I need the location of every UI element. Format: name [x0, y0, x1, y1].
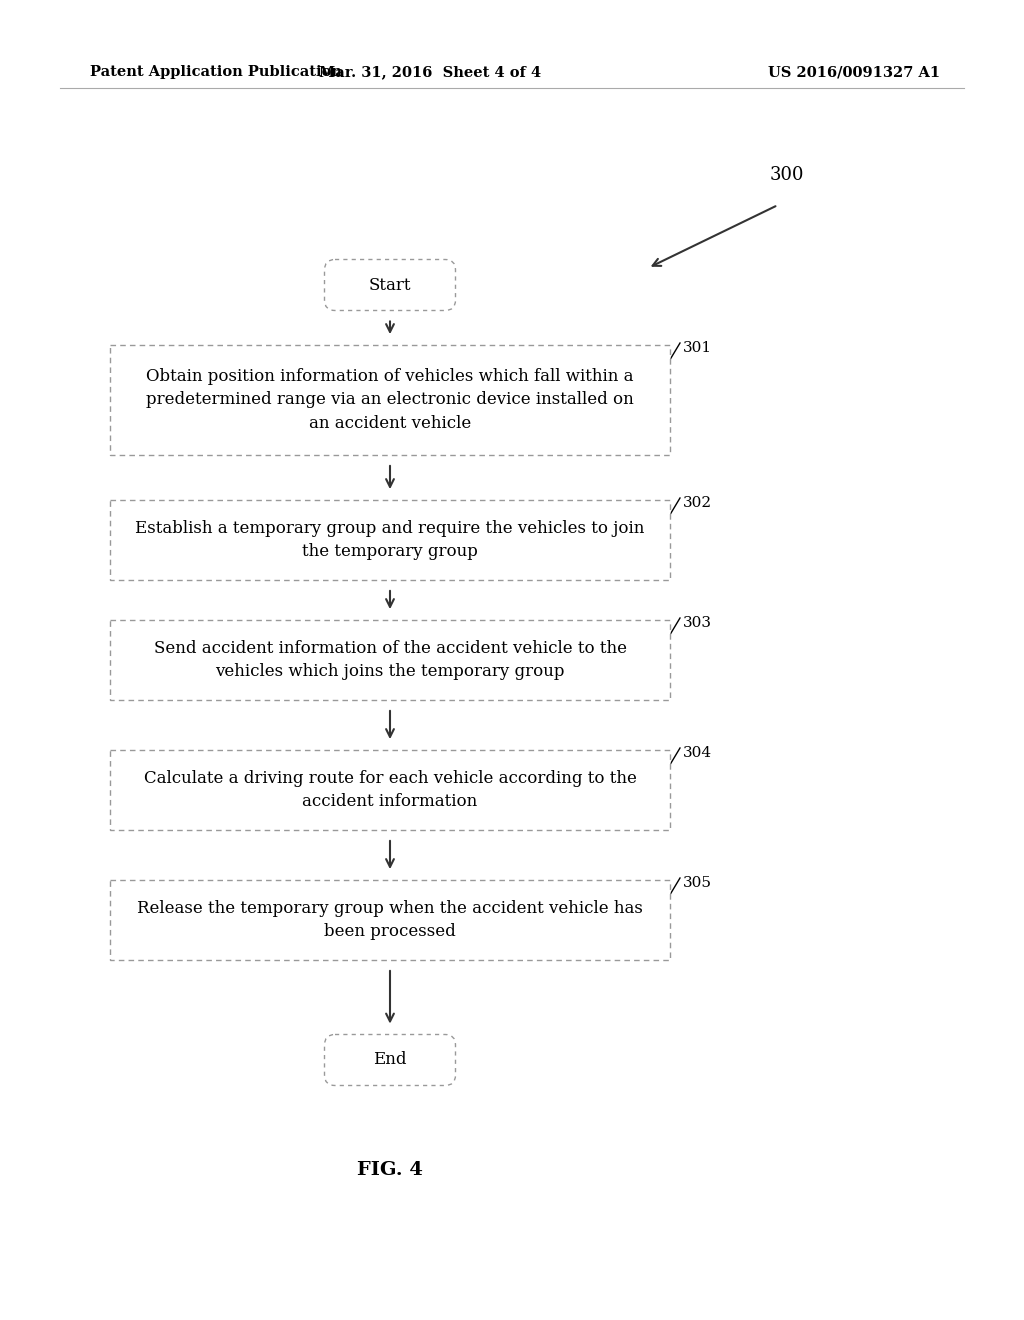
FancyBboxPatch shape: [110, 500, 670, 579]
Text: Release the temporary group when the accident vehicle has
been processed: Release the temporary group when the acc…: [137, 900, 643, 940]
Text: 300: 300: [770, 166, 805, 183]
Text: 304: 304: [683, 746, 712, 760]
Text: FIG. 4: FIG. 4: [357, 1162, 423, 1179]
FancyBboxPatch shape: [110, 620, 670, 700]
Text: End: End: [374, 1052, 407, 1068]
Text: Patent Application Publication: Patent Application Publication: [90, 65, 342, 79]
FancyBboxPatch shape: [110, 880, 670, 960]
Text: Mar. 31, 2016  Sheet 4 of 4: Mar. 31, 2016 Sheet 4 of 4: [318, 65, 541, 79]
Text: 303: 303: [683, 616, 712, 630]
Text: 302: 302: [683, 496, 712, 510]
FancyBboxPatch shape: [110, 750, 670, 830]
Text: Obtain position information of vehicles which fall within a
predetermined range : Obtain position information of vehicles …: [146, 368, 634, 432]
Text: US 2016/0091327 A1: US 2016/0091327 A1: [768, 65, 940, 79]
Text: Start: Start: [369, 276, 412, 293]
FancyBboxPatch shape: [110, 345, 670, 455]
Text: 301: 301: [683, 341, 712, 355]
Text: Calculate a driving route for each vehicle according to the
accident information: Calculate a driving route for each vehic…: [143, 770, 637, 810]
FancyBboxPatch shape: [325, 260, 456, 310]
Text: Establish a temporary group and require the vehicles to join
the temporary group: Establish a temporary group and require …: [135, 520, 645, 560]
Text: Send accident information of the accident vehicle to the
vehicles which joins th: Send accident information of the acciden…: [154, 640, 627, 680]
FancyBboxPatch shape: [325, 1035, 456, 1085]
Text: 305: 305: [683, 876, 712, 890]
